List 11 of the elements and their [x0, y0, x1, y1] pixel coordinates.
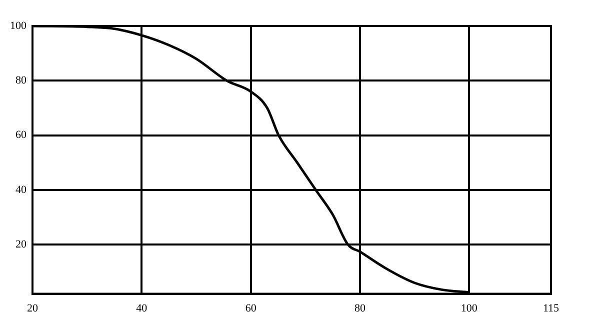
x-tick-label: 100 — [460, 302, 478, 314]
y-tick-label: 60 — [16, 129, 27, 142]
x-tick-label: 20 — [27, 302, 38, 314]
y-tick-label: 40 — [16, 184, 27, 196]
x-tick-label: 60 — [245, 302, 257, 314]
x-tick-label: 80 — [354, 302, 366, 314]
y-tick-label: 80 — [16, 74, 27, 87]
x-tick-label: 115 — [542, 302, 560, 314]
x-tick-label: 40 — [136, 302, 148, 314]
y-tick-label: 100 — [10, 20, 27, 32]
y-tick-label: 20 — [16, 238, 27, 251]
